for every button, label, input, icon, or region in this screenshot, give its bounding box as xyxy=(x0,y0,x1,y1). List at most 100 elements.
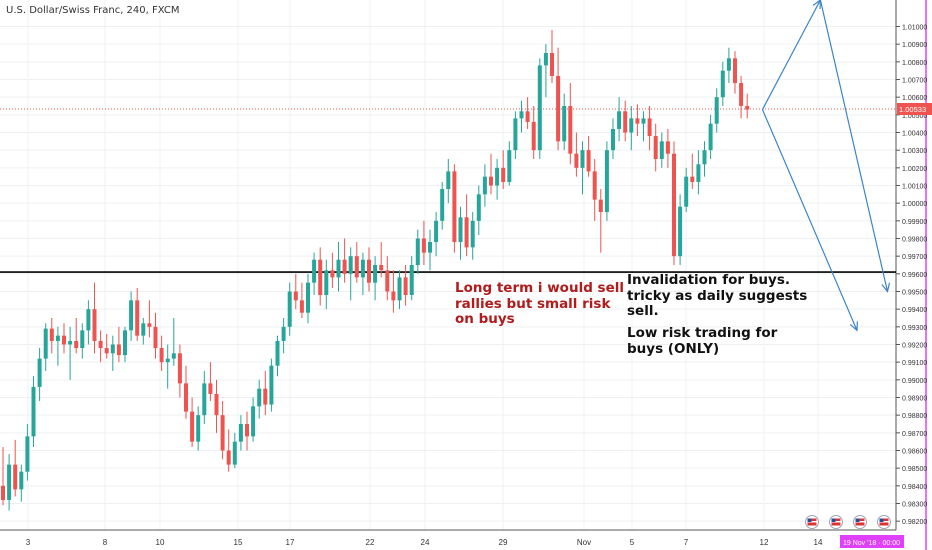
candle xyxy=(220,401,225,460)
candle-body xyxy=(733,58,737,84)
candle xyxy=(470,212,475,260)
candle-body xyxy=(55,335,60,341)
candle-body xyxy=(653,136,658,159)
candle xyxy=(739,75,744,119)
candle xyxy=(123,326,127,363)
candle xyxy=(446,159,451,204)
candle xyxy=(116,326,121,363)
event-flag-icon[interactable] xyxy=(829,515,843,529)
candle xyxy=(214,379,219,433)
candle xyxy=(556,47,561,151)
candle xyxy=(708,114,713,159)
candle-body xyxy=(299,300,304,313)
candle xyxy=(659,132,664,168)
candle xyxy=(543,44,548,98)
candle-body xyxy=(184,383,188,412)
candle xyxy=(623,100,628,142)
event-flag-icon[interactable] xyxy=(805,515,819,529)
projection-arrow-main[interactable] xyxy=(761,0,889,292)
candle-body xyxy=(611,128,615,151)
candle-body xyxy=(672,153,676,257)
candle xyxy=(397,270,402,310)
candle xyxy=(104,333,109,359)
event-flag-icon[interactable] xyxy=(877,515,891,529)
x-tick-label: 17 xyxy=(286,538,295,547)
candle-body xyxy=(745,106,750,110)
projection-arrow-alt[interactable] xyxy=(761,109,858,331)
candle-body xyxy=(159,348,164,363)
candle-body xyxy=(592,171,597,200)
candle xyxy=(611,118,615,159)
candle-body xyxy=(446,171,451,190)
candle-body xyxy=(110,344,115,354)
candle xyxy=(159,335,164,371)
x-tick-label: 14 xyxy=(814,538,823,547)
candle xyxy=(373,256,378,301)
candle-body xyxy=(403,277,408,296)
event-flag-icon[interactable] xyxy=(853,515,867,529)
candle-body xyxy=(501,167,506,182)
candle xyxy=(745,93,750,119)
candle-body xyxy=(482,176,487,195)
candle xyxy=(43,323,48,371)
y-tick-label: 1.00500 xyxy=(902,113,927,120)
x-tick-label: 24 xyxy=(421,538,430,547)
candle-body xyxy=(13,464,18,490)
candle-body xyxy=(104,348,109,354)
candle-body xyxy=(342,259,347,274)
candle-body xyxy=(684,176,689,207)
candle-body xyxy=(696,164,701,182)
candle-body xyxy=(31,386,36,437)
candle xyxy=(25,424,30,481)
candle-body xyxy=(574,153,579,168)
candle-body xyxy=(409,265,414,296)
candle xyxy=(690,153,695,190)
candle-body xyxy=(379,265,384,271)
candle-body xyxy=(556,75,561,142)
y-tick-label: 1.00200 xyxy=(902,166,927,173)
candle xyxy=(696,150,701,195)
candle-body xyxy=(220,415,225,451)
candle xyxy=(62,323,66,354)
y-tick-label: 0.99000 xyxy=(902,378,927,385)
candle xyxy=(403,265,408,306)
candle xyxy=(165,344,170,389)
candle xyxy=(37,348,42,402)
candle xyxy=(153,312,158,359)
candle-body xyxy=(531,121,536,151)
candle xyxy=(171,318,176,366)
candle-body xyxy=(153,326,158,349)
candle-body xyxy=(287,291,292,327)
candle xyxy=(598,189,603,253)
y-tick-label: 0.99700 xyxy=(902,254,927,261)
candle-body xyxy=(171,353,176,359)
annotation-black-note-2: Low risk trading for buys (ONLY) xyxy=(627,325,778,357)
candle xyxy=(257,379,262,419)
candle xyxy=(110,335,115,371)
candle-body xyxy=(7,464,12,500)
candle xyxy=(129,291,134,341)
candle xyxy=(421,220,426,265)
candle xyxy=(391,270,396,313)
candle-body xyxy=(123,330,127,356)
candle xyxy=(1,446,5,506)
time-label-tag xyxy=(840,535,904,548)
candle-body xyxy=(598,199,603,212)
y-tick-label: 1.00100 xyxy=(902,184,927,191)
candle xyxy=(342,238,347,283)
candle-body xyxy=(708,123,713,151)
candle xyxy=(440,181,445,230)
candle xyxy=(409,256,414,301)
candle-body xyxy=(196,415,201,442)
candle-body xyxy=(470,220,475,248)
candle xyxy=(336,242,341,292)
candle xyxy=(196,406,201,451)
candle-body xyxy=(1,485,5,500)
candle xyxy=(360,252,365,296)
candle xyxy=(263,371,268,416)
candle xyxy=(672,141,676,265)
candle xyxy=(428,229,432,271)
candle-body xyxy=(80,330,85,349)
